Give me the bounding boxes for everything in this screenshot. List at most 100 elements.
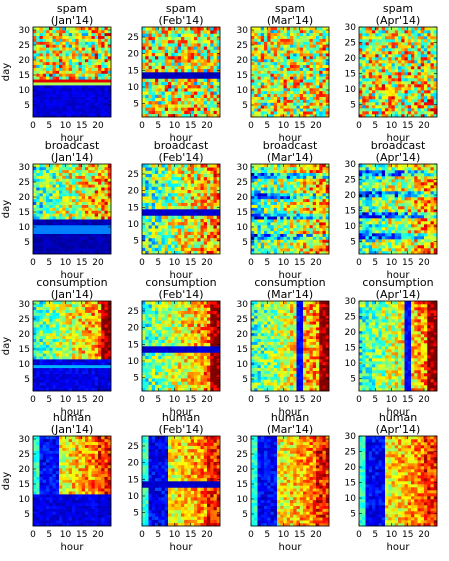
heatmap-cell — [264, 114, 268, 118]
heatmap-cell — [267, 32, 271, 37]
heatmap-cell — [88, 187, 92, 191]
heatmap-cell — [190, 183, 195, 187]
heatmap-cell — [151, 81, 156, 86]
heatmap-cell — [101, 224, 105, 229]
heatmap-cell — [104, 82, 109, 86]
heatmap-cell — [78, 242, 83, 246]
heatmap-cell — [251, 114, 255, 118]
heatmap-cell — [88, 239, 92, 243]
heatmap-cell — [46, 175, 50, 179]
heatmap-cell — [75, 213, 79, 217]
heatmap-cell — [414, 87, 418, 91]
heatmap-cell — [322, 99, 327, 103]
heatmap-cell — [210, 72, 214, 76]
heatmap-cell — [264, 58, 268, 63]
heatmap-cell — [52, 58, 57, 63]
heatmap-cell — [39, 187, 44, 191]
heatmap-cell — [168, 88, 172, 92]
heatmap-cell — [216, 247, 221, 252]
heatmap-cell — [414, 30, 418, 34]
heatmap-cell — [187, 55, 192, 60]
heatmap-cell — [270, 201, 275, 205]
heatmap-cell — [312, 44, 317, 48]
heatmap-cell — [420, 84, 425, 88]
heatmap-cell — [260, 233, 265, 237]
heatmap-cell — [267, 79, 271, 83]
heatmap-cell — [194, 84, 198, 89]
heatmap-cell — [210, 113, 214, 118]
heatmap-cell — [372, 63, 376, 67]
heatmap-cell — [309, 29, 314, 34]
heatmap-cell — [293, 47, 297, 51]
heatmap-cell — [251, 87, 255, 92]
heatmap-cell — [75, 230, 79, 234]
heatmap-cell — [174, 228, 179, 232]
heatmap-cell — [316, 222, 320, 226]
heatmap-cell — [107, 35, 112, 39]
heatmap-cell — [85, 172, 89, 176]
heatmap-cell — [325, 38, 330, 42]
heatmap-cell — [391, 63, 396, 67]
y-tick-label: 15 — [128, 203, 139, 213]
heatmap-cell — [91, 172, 96, 176]
heatmap-cell — [270, 56, 275, 60]
heatmap-cell — [411, 57, 415, 61]
heatmap-cell — [46, 41, 50, 45]
heatmap-cell — [203, 88, 208, 92]
heatmap-cell — [194, 205, 198, 210]
heatmap-cell — [216, 231, 221, 236]
heatmap-cell — [161, 170, 166, 174]
heatmap-cell — [59, 213, 63, 217]
heatmap-cell — [280, 61, 284, 66]
heatmap-cell — [68, 64, 73, 68]
heatmap-cell — [290, 108, 294, 112]
heatmap-cell — [197, 113, 201, 118]
heatmap-cell — [142, 221, 146, 226]
heatmap-cell — [68, 56, 73, 60]
heatmap-cell — [39, 175, 44, 179]
heatmap-cell — [290, 56, 294, 60]
heatmap-cell — [368, 42, 373, 46]
heatmap-cell — [407, 42, 412, 46]
heatmap-cell — [78, 29, 83, 34]
heatmap-cell — [72, 35, 76, 39]
heatmap-cell — [49, 166, 53, 171]
heatmap-cell — [417, 75, 422, 79]
heatmap-cell — [316, 204, 320, 208]
heatmap-cell — [273, 219, 278, 223]
heatmap-cell — [254, 50, 258, 54]
heatmap-cell — [98, 70, 102, 74]
heatmap-cell — [181, 91, 185, 95]
heatmap-cell — [75, 201, 79, 205]
heatmap-cell — [151, 113, 156, 118]
heatmap-cell — [260, 56, 265, 60]
heatmap-cell — [39, 213, 44, 217]
heatmap-cell — [264, 96, 268, 100]
heatmap-cell — [68, 166, 73, 171]
heatmap-cell — [316, 32, 320, 37]
heatmap-cell — [155, 72, 159, 76]
heatmap-cell — [401, 93, 405, 97]
heatmap-cell — [378, 90, 383, 94]
heatmap-cell — [104, 195, 109, 200]
heatmap-cell — [293, 41, 297, 45]
heatmap-cell — [65, 245, 70, 249]
heatmap-cell — [388, 72, 392, 76]
heatmap-cell — [145, 183, 149, 187]
heatmap-cell — [197, 221, 201, 226]
heatmap-cell — [277, 230, 281, 234]
heatmap-cell — [184, 196, 188, 200]
heatmap-cell — [404, 96, 409, 100]
heatmap-cell — [174, 180, 179, 184]
heatmap-cell — [293, 50, 297, 54]
heatmap-cell — [293, 64, 297, 68]
heatmap-cell — [85, 111, 89, 115]
heatmap-cell — [98, 35, 102, 39]
heatmap-cell — [36, 248, 40, 252]
heatmap-cell — [427, 78, 431, 82]
heatmap-cell — [145, 196, 149, 200]
heatmap-cell — [283, 90, 288, 95]
heatmap-cell — [203, 52, 208, 57]
heatmap-cell — [299, 61, 304, 66]
heatmap-cell — [88, 195, 92, 200]
